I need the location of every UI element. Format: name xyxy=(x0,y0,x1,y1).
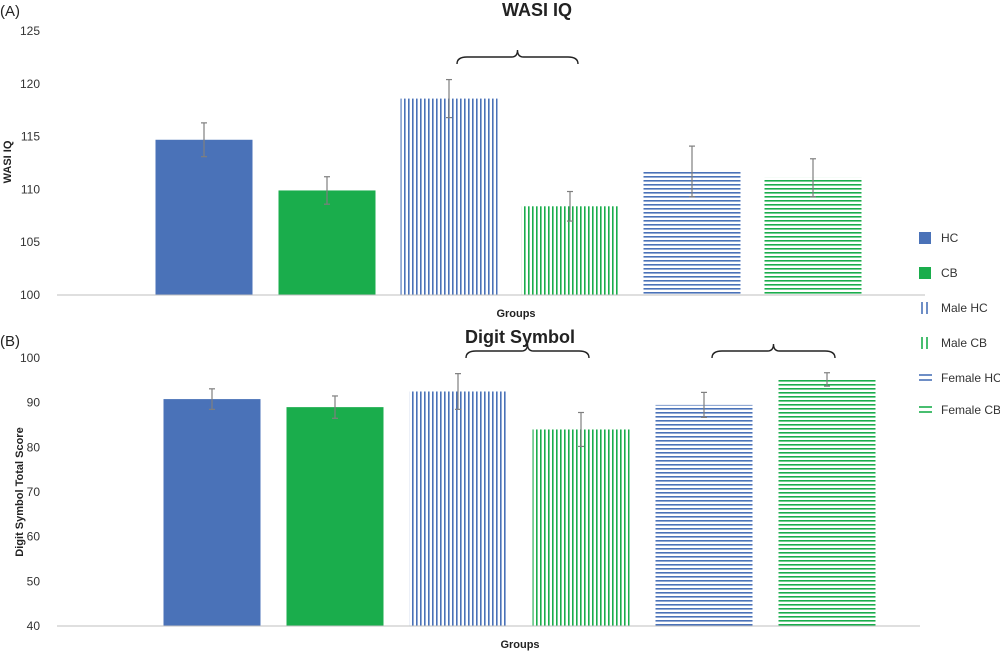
chart-wasi-iq: (A) WASI IQ WASI IQ Groups 1001051101151… xyxy=(0,0,925,320)
legend-label: HC xyxy=(941,231,959,245)
legend-item-hc: HC xyxy=(919,231,959,245)
error-bar-female-hc-wasi-iq xyxy=(689,145,695,198)
error-bar-male-cb-wasi-iq xyxy=(567,190,573,222)
legend-label: Female CB xyxy=(941,403,1000,417)
legend-item-male-cb: Male CB xyxy=(921,336,987,350)
bar-male-hc-digit-symbol xyxy=(409,391,507,626)
y-tick-label: 40 xyxy=(27,619,41,633)
legend-item-female-hc: Female HC xyxy=(919,371,1000,385)
y-axis-title-digit-symbol: Digit Symbol Total Score xyxy=(14,427,26,556)
legend-label: Male HC xyxy=(941,301,988,315)
error-bar-male-cb-digit-symbol xyxy=(578,411,584,448)
panel-label-b: (B) xyxy=(0,333,20,350)
y-tick-label: 100 xyxy=(20,351,40,365)
bar-hc-wasi-iq xyxy=(155,139,253,295)
bar-cb-digit-symbol xyxy=(286,407,384,626)
chart-digit-symbol: (B) Digit Symbol Digit Symbol Total Scor… xyxy=(0,327,920,651)
panel-label-a: (A) xyxy=(0,3,20,20)
significance-bracket xyxy=(456,49,579,65)
legend-label: CB xyxy=(941,266,958,280)
error-bar-male-hc-digit-symbol xyxy=(455,373,461,410)
y-tick-label: 80 xyxy=(27,440,41,454)
legend-swatch xyxy=(919,406,932,413)
bars-wasi-iq xyxy=(155,98,862,295)
error-bar-female-cb-wasi-iq xyxy=(810,158,816,198)
bar-female-hc-digit-symbol xyxy=(655,404,753,626)
significance-brackets-digit-symbol xyxy=(465,343,836,359)
y-tick-label: 105 xyxy=(20,235,40,249)
bar-male-cb-digit-symbol xyxy=(532,429,630,626)
y-tick-label: 100 xyxy=(20,288,40,302)
y-tick-label: 110 xyxy=(21,182,40,196)
error-bar-female-cb-digit-symbol xyxy=(824,372,830,387)
bar-cb-wasi-iq xyxy=(278,190,376,295)
error-bar-female-hc-digit-symbol xyxy=(701,391,707,419)
y-tick-label: 50 xyxy=(27,574,41,588)
y-ticks-digit-symbol: 40 50 60 70 80 90 100 xyxy=(20,351,40,633)
y-tick-label: 70 xyxy=(27,485,41,499)
error-bar-male-hc-wasi-iq xyxy=(446,78,452,119)
y-tick-label: 60 xyxy=(27,530,41,544)
significance-bracket xyxy=(465,343,590,359)
error-bar-hc-digit-symbol xyxy=(209,388,215,410)
legend-label: Female HC xyxy=(941,371,1000,385)
legend-item-male-hc: Male HC xyxy=(921,301,988,315)
y-ticks-wasi-iq: 100 105 110 115 120 125 xyxy=(20,24,40,302)
legend-swatch xyxy=(921,337,928,349)
error-bars-digit-symbol xyxy=(209,372,830,448)
error-bar-cb-wasi-iq xyxy=(324,176,330,205)
y-axis-title-wasi-iq: WASI IQ xyxy=(2,140,14,183)
y-tick-label: 115 xyxy=(21,130,40,144)
error-bar-hc-wasi-iq xyxy=(201,122,207,158)
legend-swatch xyxy=(921,302,928,314)
x-axis-title-wasi-iq: Groups xyxy=(496,308,535,320)
bars-digit-symbol xyxy=(163,379,876,626)
legend-swatch xyxy=(919,232,931,244)
bar-male-hc-wasi-iq xyxy=(400,98,498,295)
legend-item-female-cb: Female CB xyxy=(919,403,1000,417)
y-tick-label: 125 xyxy=(20,24,40,38)
error-bar-cb-digit-symbol xyxy=(332,395,338,419)
y-tick-label: 90 xyxy=(27,396,41,410)
y-tick-label: 120 xyxy=(20,77,40,91)
significance-brackets-wasi-iq xyxy=(456,49,579,65)
legend-swatch xyxy=(919,374,932,381)
legend: HC CB Male HC Male CB Female HC Female CB xyxy=(919,231,1000,417)
legend-item-cb: CB xyxy=(919,266,958,280)
x-axis-title-digit-symbol: Groups xyxy=(500,639,539,651)
chart-title-digit-symbol: Digit Symbol xyxy=(465,327,575,347)
legend-label: Male CB xyxy=(941,336,987,350)
chart-title-wasi-iq: WASI IQ xyxy=(502,0,572,20)
bar-hc-digit-symbol xyxy=(163,399,261,626)
significance-bracket xyxy=(711,343,836,359)
error-bars-wasi-iq xyxy=(201,78,816,222)
legend-swatch xyxy=(919,267,931,279)
bar-female-cb-digit-symbol xyxy=(778,379,876,626)
